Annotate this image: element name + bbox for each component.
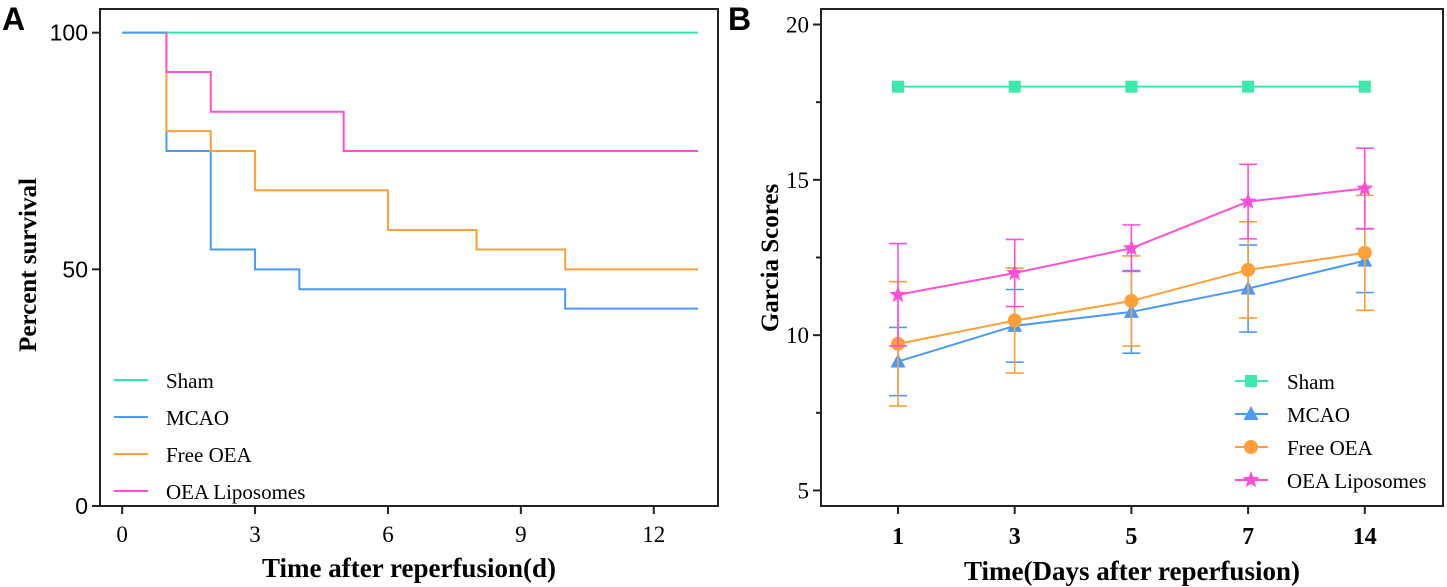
panel-a-y-tick-label: 50 [62, 256, 88, 282]
survival-curve-free-oea [165, 32, 699, 271]
panel-b-x-tick-label: 3 [1009, 524, 1021, 550]
data-point-sham [1125, 80, 1138, 93]
panel-b-legend-marker [1245, 375, 1257, 387]
panel-a-legend-label: Sham [166, 369, 214, 393]
survival-curve-mcao [122, 31, 699, 310]
panel-b-y-tick-label: 20 [786, 13, 809, 38]
data-point-free-oea [1357, 245, 1372, 260]
data-point-oea-liposomes [889, 285, 907, 303]
panel-b-x-tick-label: 5 [1125, 524, 1137, 550]
data-point-oea-liposomes [1356, 179, 1374, 196]
panel-b-legend-label: Free OEA [1287, 436, 1374, 460]
panel-a-plot-frame [99, 8, 719, 507]
panel-b-x-tick-label: 7 [1242, 524, 1254, 550]
panel-b-legend-marker [1243, 406, 1259, 420]
data-point-free-oea [1007, 313, 1022, 328]
data-point-oea-liposomes [1239, 192, 1257, 209]
panel-b-legend-label: MCAO [1287, 403, 1350, 427]
panel-b-legend-marker [1244, 440, 1258, 454]
panel-a-y-tick-label: 0 [75, 493, 88, 519]
data-point-oea-liposomes [1006, 264, 1024, 281]
data-point-free-oea [1241, 262, 1256, 277]
data-point-sham [1358, 80, 1371, 93]
panel-a-legend-label: Free OEA [166, 443, 253, 467]
panel-a-label: A [2, 1, 25, 37]
panel-b-y-axis-title: Garcia Scores [757, 184, 784, 333]
survival-curve-oea-liposomes [165, 32, 699, 152]
series-oea-liposomes [889, 147, 1374, 347]
panel-a-survival-chart: A Time after reperfusion(d) Percent surv… [2, 1, 719, 583]
data-point-oea-liposomes [1122, 239, 1140, 256]
panel-b-x-tick-label: 1 [892, 524, 904, 550]
panel-b-legend-label: Sham [1287, 370, 1335, 394]
panel-b-x-axis-title: Time(Days after reperfusion) [964, 556, 1300, 586]
series-sham [892, 80, 1371, 93]
panel-a-legend-label: OEA Liposomes [166, 480, 305, 504]
panel-a-y-axis-title: Percent survival [15, 178, 42, 352]
panel-a-x-axis-title: Time after reperfusion(d) [262, 553, 556, 583]
panel-b-x-tick-label: 14 [1353, 524, 1377, 550]
panel-b-y-tick-label: 10 [786, 323, 809, 348]
series-free-oea [889, 194, 1374, 407]
panel-b-legend-label: OEA Liposomes [1287, 469, 1426, 493]
data-point-sham [892, 80, 904, 93]
panel-b-garcia-chart: B Time(Days after reperfusion) Garcia Sc… [728, 1, 1444, 586]
data-point-free-oea [1124, 293, 1139, 308]
data-point-sham [1242, 80, 1255, 93]
panel-a-legend-label: MCAO [166, 406, 229, 430]
panel-a-x-tick-label: 3 [249, 522, 261, 547]
panel-a-x-tick-label: 9 [515, 522, 527, 547]
panel-b-label: B [728, 1, 751, 37]
panel-b-legend-marker [1242, 471, 1260, 488]
panel-a-x-tick-label: 0 [116, 522, 128, 547]
panel-b-y-tick-label: 5 [798, 478, 810, 503]
panel-a-x-tick-label: 6 [382, 522, 394, 547]
data-point-sham [1008, 80, 1021, 93]
panel-a-x-tick-label: 12 [642, 522, 665, 547]
panel-b-y-tick-label: 15 [786, 168, 809, 193]
panel-a-y-tick-label: 100 [50, 20, 88, 46]
